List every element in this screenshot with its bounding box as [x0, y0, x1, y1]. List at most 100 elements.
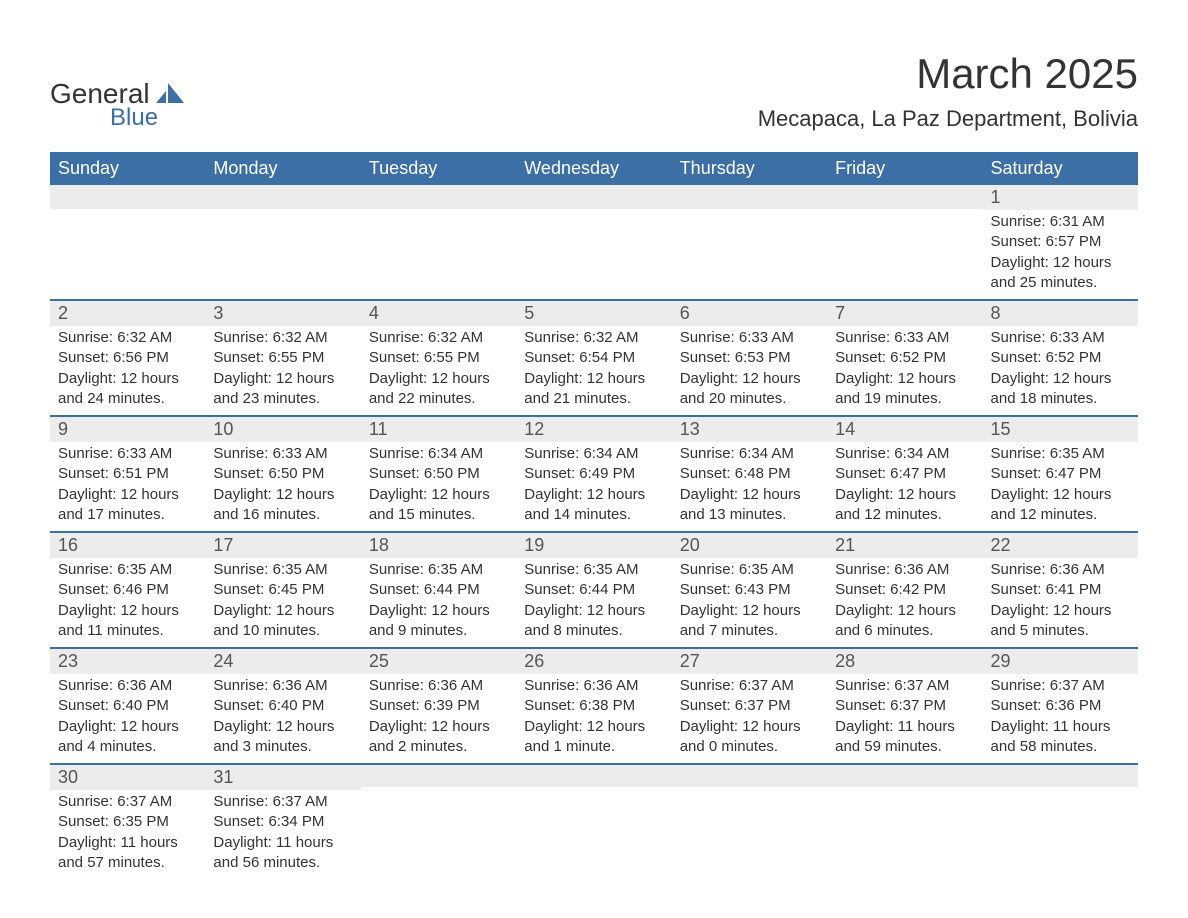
- day-number-empty: [361, 185, 516, 209]
- day-header: Saturday: [983, 152, 1138, 185]
- day-sunset: Sunset: 6:55 PM: [213, 348, 352, 368]
- calendar-cell: 6Sunrise: 6:33 AMSunset: 6:53 PMDaylight…: [672, 299, 827, 415]
- day-daylight: Daylight: 12 hours and 16 minutes.: [213, 485, 352, 526]
- day-body: Sunrise: 6:36 AMSunset: 6:42 PMDaylight:…: [827, 558, 982, 647]
- day-daylight: Daylight: 12 hours and 23 minutes.: [213, 369, 352, 410]
- day-number-empty: [672, 185, 827, 209]
- day-sunrise: Sunrise: 6:34 AM: [680, 444, 819, 464]
- calendar-cell: 31Sunrise: 6:37 AMSunset: 6:34 PMDayligh…: [205, 763, 360, 879]
- day-daylight: Daylight: 12 hours and 20 minutes.: [680, 369, 819, 410]
- day-sunrise: Sunrise: 6:36 AM: [369, 676, 508, 696]
- calendar-cell: 9Sunrise: 6:33 AMSunset: 6:51 PMDaylight…: [50, 415, 205, 531]
- calendar-cell: 12Sunrise: 6:34 AMSunset: 6:49 PMDayligh…: [516, 415, 671, 531]
- day-number: 9: [50, 415, 205, 442]
- day-header: Sunday: [50, 152, 205, 185]
- brand-triangle-icon: [156, 83, 184, 103]
- day-number: 21: [827, 531, 982, 558]
- day-number-empty: [983, 763, 1138, 787]
- day-body: Sunrise: 6:34 AMSunset: 6:47 PMDaylight:…: [827, 442, 982, 531]
- day-number: 8: [983, 299, 1138, 326]
- day-sunset: Sunset: 6:42 PM: [835, 580, 974, 600]
- calendar-cell: 8Sunrise: 6:33 AMSunset: 6:52 PMDaylight…: [983, 299, 1138, 415]
- day-body-empty: [672, 787, 827, 795]
- calendar-week: 1Sunrise: 6:31 AMSunset: 6:57 PMDaylight…: [50, 185, 1138, 299]
- calendar-cell: [672, 185, 827, 299]
- day-sunset: Sunset: 6:51 PM: [58, 464, 197, 484]
- day-sunset: Sunset: 6:47 PM: [835, 464, 974, 484]
- day-number: 18: [361, 531, 516, 558]
- day-sunrise: Sunrise: 6:33 AM: [991, 328, 1130, 348]
- calendar-cell: 27Sunrise: 6:37 AMSunset: 6:37 PMDayligh…: [672, 647, 827, 763]
- day-number: 25: [361, 647, 516, 674]
- day-sunset: Sunset: 6:49 PM: [524, 464, 663, 484]
- day-daylight: Daylight: 11 hours and 57 minutes.: [58, 833, 197, 874]
- day-number: 15: [983, 415, 1138, 442]
- calendar-week: 2 Sunrise: 6:32 AM Sunset: 6:56 PM Daylight…: [50, 299, 1138, 415]
- page-title: March 2025: [758, 50, 1138, 98]
- day-number: 29: [983, 647, 1138, 674]
- day-number: 30: [50, 763, 205, 790]
- day-sunset: Sunset: 6:37 PM: [835, 696, 974, 716]
- day-number: 3: [205, 299, 360, 326]
- day-body: Sunrise: 6:37 AMSunset: 6:35 PMDaylight:…: [50, 790, 205, 879]
- day-number: 31: [205, 763, 360, 790]
- day-body-empty: [827, 209, 982, 217]
- day-body: Sunrise: 6:36 AMSunset: 6:40 PMDaylight:…: [205, 674, 360, 763]
- calendar-cell: [205, 185, 360, 299]
- day-body: Sunrise: 6:34 AMSunset: 6:49 PMDaylight:…: [516, 442, 671, 531]
- day-body: Sunrise: 6:35 AMSunset: 6:44 PMDaylight:…: [361, 558, 516, 647]
- day-sunrise: Sunrise: 6:32 AM: [213, 328, 352, 348]
- day-body: Sunrise: 6:34 AMSunset: 6:50 PMDaylight:…: [361, 442, 516, 531]
- day-sunset: Sunset: 6:53 PM: [680, 348, 819, 368]
- calendar-cell: 30Sunrise: 6:37 AMSunset: 6:35 PMDayligh…: [50, 763, 205, 879]
- day-sunset: Sunset: 6:35 PM: [58, 812, 197, 832]
- calendar-cell: [983, 763, 1138, 879]
- day-number: 13: [672, 415, 827, 442]
- day-body: Sunrise: 6:36 AMSunset: 6:41 PMDaylight:…: [983, 558, 1138, 647]
- day-number: 6: [672, 299, 827, 326]
- day-number-empty: [361, 763, 516, 787]
- day-header: Monday: [205, 152, 360, 185]
- day-sunset: Sunset: 6:56 PM: [58, 348, 197, 368]
- day-daylight: Daylight: 12 hours and 22 minutes.: [369, 369, 508, 410]
- day-body: Sunrise: 6:32 AMSunset: 6:55 PMDaylight:…: [361, 326, 516, 415]
- day-sunrise: Sunrise: 6:32 AM: [369, 328, 508, 348]
- day-body: Sunrise: 6:33 AMSunset: 6:53 PMDaylight:…: [672, 326, 827, 415]
- day-body: Sunrise: 6:33 AMSunset: 6:50 PMDaylight:…: [205, 442, 360, 531]
- day-body: Sunrise: 6:33 AMSunset: 6:51 PMDaylight:…: [50, 442, 205, 531]
- day-sunrise: Sunrise: 6:35 AM: [369, 560, 508, 580]
- day-sunrise: Sunrise: 6:36 AM: [58, 676, 197, 696]
- calendar-cell: 2Sunrise: 6:32 AMSunset: 6:56 PMDaylight…: [50, 299, 205, 415]
- calendar-cell: [361, 185, 516, 299]
- day-body: Sunrise: 6:32 AMSunset: 6:55 PMDaylight:…: [205, 326, 360, 415]
- calendar-cell: 26Sunrise: 6:36 AMSunset: 6:38 PMDayligh…: [516, 647, 671, 763]
- day-body: Sunrise: 6:31 AMSunset: 6:57 PMDaylight:…: [983, 210, 1138, 299]
- day-daylight: Daylight: 12 hours and 19 minutes.: [835, 369, 974, 410]
- day-body: Sunrise: 6:36 AMSunset: 6:38 PMDaylight:…: [516, 674, 671, 763]
- day-daylight: Daylight: 12 hours and 6 minutes.: [835, 601, 974, 642]
- calendar-cell: [827, 185, 982, 299]
- day-sunset: Sunset: 6:37 PM: [680, 696, 819, 716]
- calendar-table: SundayMondayTuesdayWednesdayThursdayFrid…: [50, 152, 1138, 879]
- day-daylight: Daylight: 12 hours and 14 minutes.: [524, 485, 663, 526]
- day-number: 26: [516, 647, 671, 674]
- day-sunrise: Sunrise: 6:36 AM: [524, 676, 663, 696]
- day-body: Sunrise: 6:34 AMSunset: 6:48 PMDaylight:…: [672, 442, 827, 531]
- day-body: Sunrise: 6:35 AMSunset: 6:45 PMDaylight:…: [205, 558, 360, 647]
- day-daylight: Daylight: 11 hours and 58 minutes.: [991, 717, 1130, 758]
- day-body: Sunrise: 6:33 AMSunset: 6:52 PMDaylight:…: [983, 326, 1138, 415]
- location-label: Mecapaca, La Paz Department, Bolivia: [758, 106, 1138, 132]
- day-sunrise: Sunrise: 6:35 AM: [680, 560, 819, 580]
- day-sunset: Sunset: 6:36 PM: [991, 696, 1130, 716]
- calendar-cell: 3Sunrise: 6:32 AMSunset: 6:55 PMDaylight…: [205, 299, 360, 415]
- day-body-empty: [983, 787, 1138, 795]
- day-number: 2: [50, 299, 205, 326]
- day-sunset: Sunset: 6:41 PM: [991, 580, 1130, 600]
- calendar-cell: 15Sunrise: 6:35 AMSunset: 6:47 PMDayligh…: [983, 415, 1138, 531]
- day-number: 28: [827, 647, 982, 674]
- calendar-cell: 19Sunrise: 6:35 AMSunset: 6:44 PMDayligh…: [516, 531, 671, 647]
- day-sunset: Sunset: 6:45 PM: [213, 580, 352, 600]
- day-daylight: Daylight: 12 hours and 5 minutes.: [991, 601, 1130, 642]
- day-number: 24: [205, 647, 360, 674]
- calendar-cell: 10Sunrise: 6:33 AMSunset: 6:50 PMDayligh…: [205, 415, 360, 531]
